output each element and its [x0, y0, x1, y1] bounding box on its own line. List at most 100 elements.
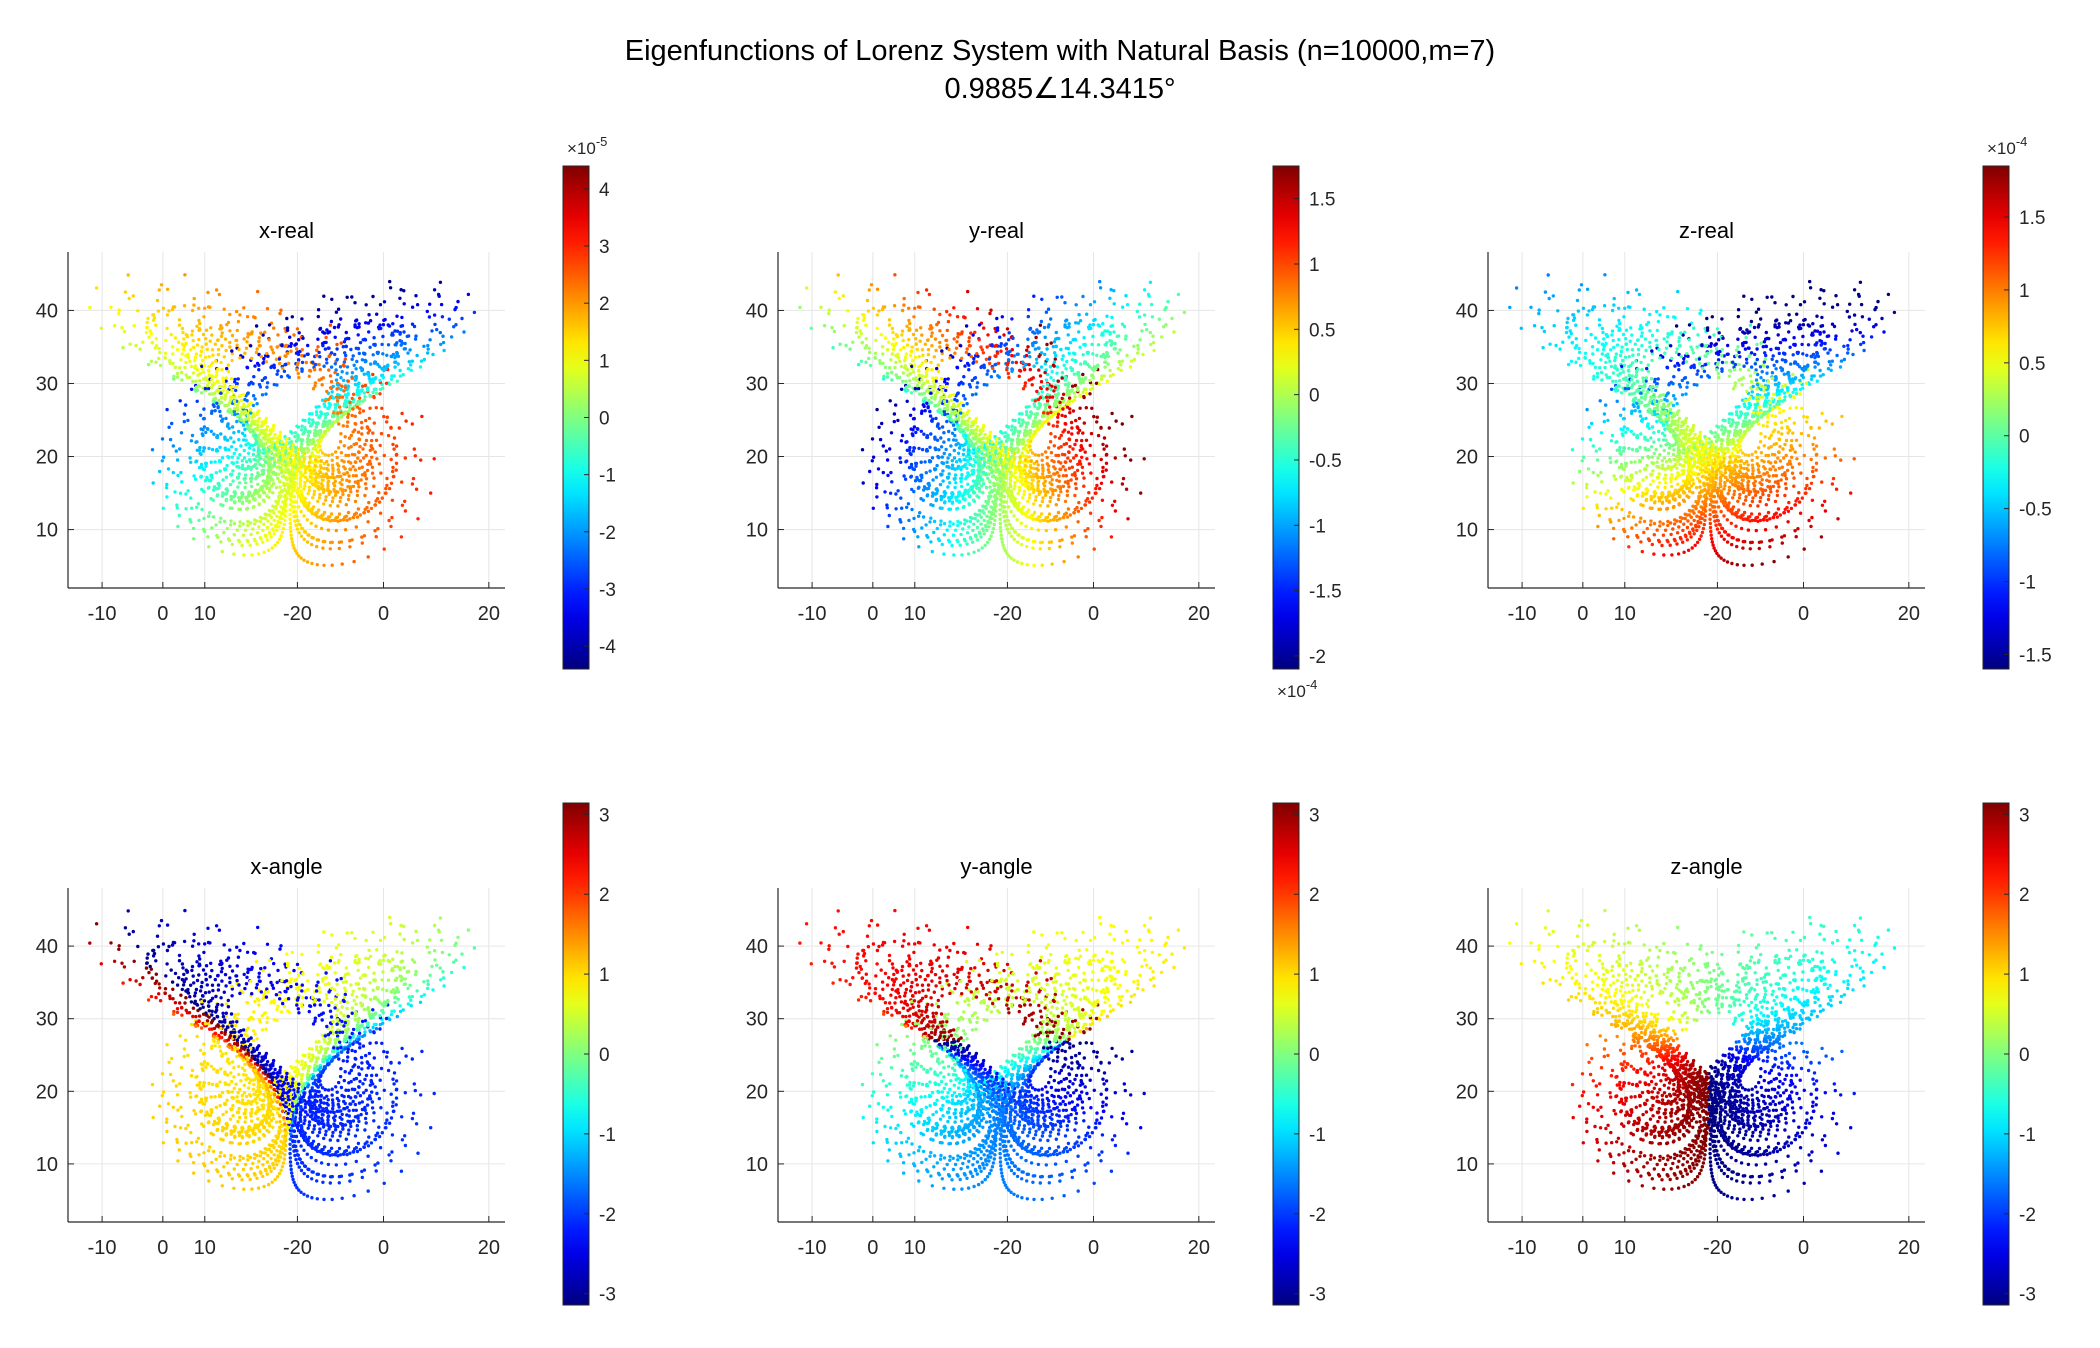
- data-point: [394, 461, 399, 465]
- data-point: [1113, 341, 1117, 346]
- data-point: [998, 503, 1002, 507]
- data-point: [332, 411, 336, 415]
- data-point: [221, 376, 225, 380]
- data-point: [905, 440, 909, 444]
- data-point: [1070, 432, 1074, 436]
- data-point: [888, 447, 892, 451]
- data-point: [956, 335, 960, 339]
- data-point: [1089, 471, 1093, 475]
- data-point: [265, 385, 269, 389]
- data-point: [1124, 487, 1129, 491]
- data-point: [1078, 394, 1083, 399]
- data-point: [1012, 487, 1016, 491]
- data-point: [935, 438, 940, 442]
- data-point: [220, 456, 225, 460]
- data-point: [963, 488, 968, 492]
- data-point: [1017, 417, 1021, 421]
- data-point: [1056, 497, 1061, 502]
- data-point: [346, 510, 351, 515]
- data-point: [963, 458, 967, 462]
- data-point: [219, 395, 224, 400]
- data-point: [942, 399, 947, 404]
- data-point: [907, 306, 911, 310]
- data-point: [967, 433, 972, 437]
- data-point: [243, 473, 248, 477]
- data-point: [1083, 529, 1087, 533]
- data-point: [313, 447, 317, 451]
- data-point: [397, 426, 401, 430]
- data-point: [258, 457, 263, 461]
- data-point: [302, 514, 306, 518]
- data-point: [197, 518, 201, 523]
- data-point: [340, 370, 344, 374]
- data-point: [269, 345, 273, 349]
- data-point: [235, 419, 239, 424]
- data-point: [207, 365, 211, 369]
- data-point: [905, 343, 910, 347]
- data-point: [297, 505, 301, 509]
- colorbar-tick-label: -4: [599, 637, 616, 658]
- data-point: [1023, 362, 1027, 367]
- data-point: [342, 518, 346, 522]
- data-point: [185, 334, 190, 338]
- data-point: [1009, 442, 1014, 446]
- data-point: [353, 428, 357, 432]
- data-point: [339, 432, 343, 436]
- data-point: [236, 377, 240, 381]
- data-point: [282, 456, 286, 460]
- data-point: [962, 375, 966, 379]
- data-point: [354, 319, 358, 323]
- data-point: [197, 379, 202, 383]
- data-point: [904, 352, 909, 356]
- data-point: [998, 335, 1002, 339]
- data-point: [363, 395, 367, 399]
- data-point: [1036, 480, 1040, 485]
- data-point: [1027, 496, 1032, 500]
- data-point: [438, 280, 443, 284]
- data-point: [973, 460, 978, 464]
- data-point: [1026, 499, 1030, 503]
- data-point: [346, 412, 350, 416]
- data-point: [1148, 330, 1153, 335]
- data-point: [1063, 453, 1067, 457]
- data-point: [1013, 480, 1017, 485]
- data-point: [222, 355, 226, 359]
- data-point: [329, 380, 334, 384]
- data-point: [1087, 327, 1091, 331]
- data-point: [299, 478, 303, 483]
- data-point: [290, 489, 295, 493]
- data-point: [322, 331, 327, 335]
- data-point: [409, 363, 413, 367]
- data-point: [982, 453, 986, 457]
- data-point: [390, 374, 394, 378]
- data-point: [1041, 384, 1045, 389]
- data-point: [273, 543, 277, 547]
- data-point: [279, 521, 283, 525]
- data-point: [399, 288, 403, 292]
- data-point: [1090, 496, 1095, 500]
- data-point: [264, 435, 268, 439]
- data-point: [377, 365, 382, 369]
- data-point: [256, 289, 260, 294]
- data-point: [926, 352, 931, 357]
- data-point: [221, 379, 226, 383]
- data-point: [1049, 387, 1053, 392]
- data-point: [971, 528, 975, 533]
- data-point: [190, 506, 194, 510]
- data-point: [177, 323, 182, 327]
- data-point: [202, 446, 207, 450]
- data-point: [193, 364, 197, 368]
- data-point: [902, 345, 906, 350]
- data-point: [1045, 347, 1049, 351]
- data-point: [976, 519, 980, 523]
- data-point: [353, 414, 357, 418]
- data-point: [225, 438, 230, 442]
- data-point: [245, 420, 249, 424]
- data-point: [341, 492, 345, 497]
- data-point: [360, 535, 364, 539]
- data-point: [340, 395, 345, 399]
- data-point: [320, 398, 325, 402]
- data-point: [171, 352, 175, 356]
- data-point: [150, 341, 154, 345]
- data-point: [1032, 364, 1036, 368]
